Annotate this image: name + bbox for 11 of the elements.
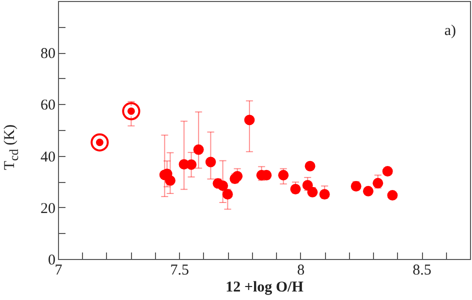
x-tick-label: 7.5	[170, 262, 190, 278]
y-tick-label: 20	[40, 200, 56, 217]
annotation: a)	[444, 23, 456, 39]
y-tick-label: 0	[48, 252, 56, 268]
x-tick-label: 8	[297, 262, 305, 278]
x-tick-label: 8.5	[412, 262, 432, 278]
x-tick-label: 7	[54, 262, 63, 278]
y-tick-label: 40	[40, 149, 56, 166]
y-tick-label: 80	[40, 46, 56, 62]
x-axis-title: 12 +log O/H	[226, 280, 304, 296]
y-tick-label: 60	[40, 98, 56, 114]
